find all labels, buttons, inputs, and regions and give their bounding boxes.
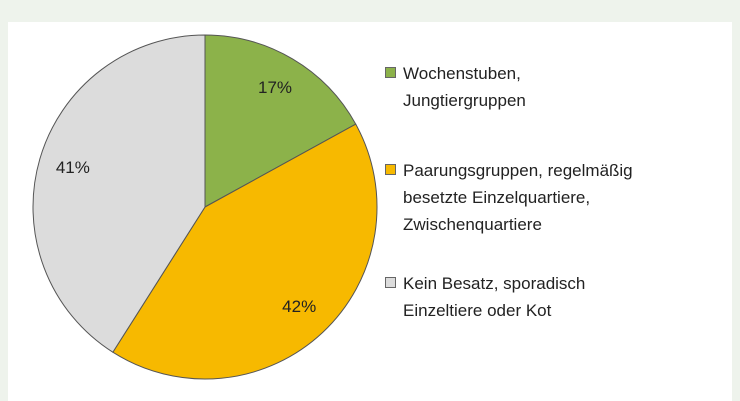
pie-slice (112, 123, 378, 380)
legend-swatch (385, 277, 396, 288)
slice-label: 41% (56, 158, 90, 177)
legend-swatch (385, 164, 396, 175)
legend-entry: Paarungsgruppen, regelmäßig besetzte Ein… (385, 157, 735, 238)
legend-swatch (385, 67, 396, 78)
legend-entry: Kein Besatz, sporadisch Einzeltiere oder… (385, 270, 735, 324)
pie-slice (204, 34, 357, 208)
pie-slice (32, 34, 206, 353)
slice-label: 42% (282, 297, 316, 316)
legend-label: Kein Besatz, sporadisch Einzeltiere oder… (403, 274, 586, 320)
slice-label: 17% (258, 78, 292, 97)
legend-label: Wochenstuben, Jungtiergruppen (403, 64, 526, 110)
legend-label: Paarungsgruppen, regelmäßig besetzte Ein… (403, 161, 633, 234)
legend-entry: Wochenstuben, Jungtiergruppen (385, 60, 735, 114)
legend: Wochenstuben, Jungtiergruppen Paarungsgru… (385, 60, 735, 324)
